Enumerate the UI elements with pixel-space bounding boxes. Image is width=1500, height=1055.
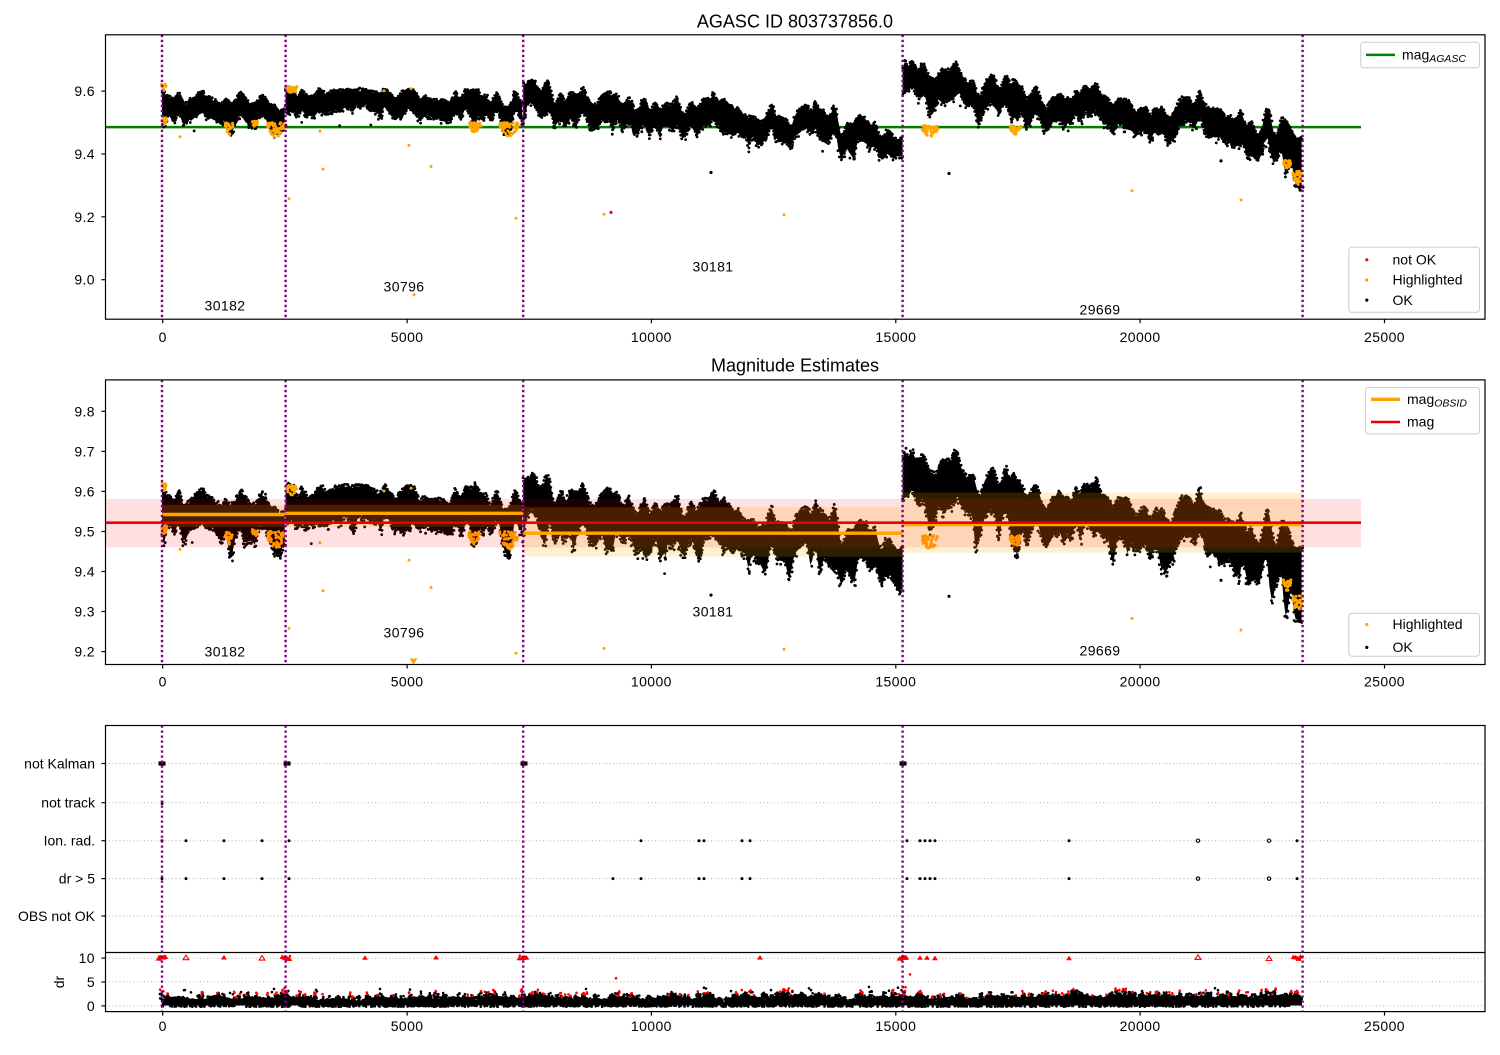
svg-text:Ion. rad.: Ion. rad. <box>44 833 95 849</box>
svg-text:9.4: 9.4 <box>74 146 95 162</box>
svg-text:30796: 30796 <box>384 279 425 295</box>
svg-text:5000: 5000 <box>391 329 424 345</box>
svg-text:not Kalman: not Kalman <box>24 756 95 772</box>
svg-text:30182: 30182 <box>205 644 246 660</box>
svg-text:9.5: 9.5 <box>74 524 95 540</box>
svg-text:AGASC ID 803737856.0: AGASC ID 803737856.0 <box>697 11 893 31</box>
svg-text:30181: 30181 <box>693 604 734 620</box>
svg-text:10000: 10000 <box>631 1018 672 1034</box>
svg-text:9.4: 9.4 <box>74 564 95 580</box>
svg-text:9.7: 9.7 <box>74 443 95 459</box>
svg-text:30796: 30796 <box>384 625 425 641</box>
svg-text:OK: OK <box>1393 292 1414 308</box>
svg-text:5000: 5000 <box>391 1018 424 1034</box>
svg-text:25000: 25000 <box>1364 329 1405 345</box>
svg-text:5: 5 <box>87 974 95 990</box>
svg-text:10000: 10000 <box>631 329 672 345</box>
svg-text:29669: 29669 <box>1080 643 1121 659</box>
svg-text:29669: 29669 <box>1080 302 1121 318</box>
svg-text:20000: 20000 <box>1120 329 1161 345</box>
svg-text:25000: 25000 <box>1364 674 1405 690</box>
svg-text:OBS not OK: OBS not OK <box>18 908 96 924</box>
svg-text:15000: 15000 <box>875 674 916 690</box>
svg-text:20000: 20000 <box>1120 1018 1161 1034</box>
svg-text:Highlighted: Highlighted <box>1393 616 1463 632</box>
svg-text:0: 0 <box>159 1018 167 1034</box>
svg-text:9.2: 9.2 <box>74 644 95 660</box>
svg-text:0: 0 <box>159 674 167 690</box>
svg-text:15000: 15000 <box>875 329 916 345</box>
svg-text:30182: 30182 <box>205 298 246 314</box>
svg-text:9.6: 9.6 <box>74 483 95 499</box>
svg-text:9.0: 9.0 <box>74 272 95 288</box>
svg-text:9.6: 9.6 <box>74 83 95 99</box>
svg-text:9.2: 9.2 <box>74 209 95 225</box>
svg-text:10000: 10000 <box>631 674 672 690</box>
svg-text:9.3: 9.3 <box>74 604 95 620</box>
svg-text:15000: 15000 <box>875 1018 916 1034</box>
svg-text:20000: 20000 <box>1120 674 1161 690</box>
svg-text:mag: mag <box>1407 414 1434 430</box>
svg-text:0: 0 <box>87 998 95 1014</box>
svg-text:not OK: not OK <box>1393 252 1437 268</box>
svg-text:dr: dr <box>51 975 67 988</box>
svg-text:9.8: 9.8 <box>74 403 95 419</box>
svg-text:OK: OK <box>1393 639 1414 655</box>
svg-text:dr > 5: dr > 5 <box>59 871 95 887</box>
svg-text:Highlighted: Highlighted <box>1393 272 1463 288</box>
svg-text:5000: 5000 <box>391 674 424 690</box>
svg-text:30181: 30181 <box>693 259 734 275</box>
svg-text:0: 0 <box>159 329 167 345</box>
svg-text:25000: 25000 <box>1364 1018 1405 1034</box>
svg-text:10: 10 <box>79 950 95 966</box>
svg-text:not track: not track <box>41 795 96 811</box>
svg-text:Magnitude Estimates: Magnitude Estimates <box>711 355 879 375</box>
